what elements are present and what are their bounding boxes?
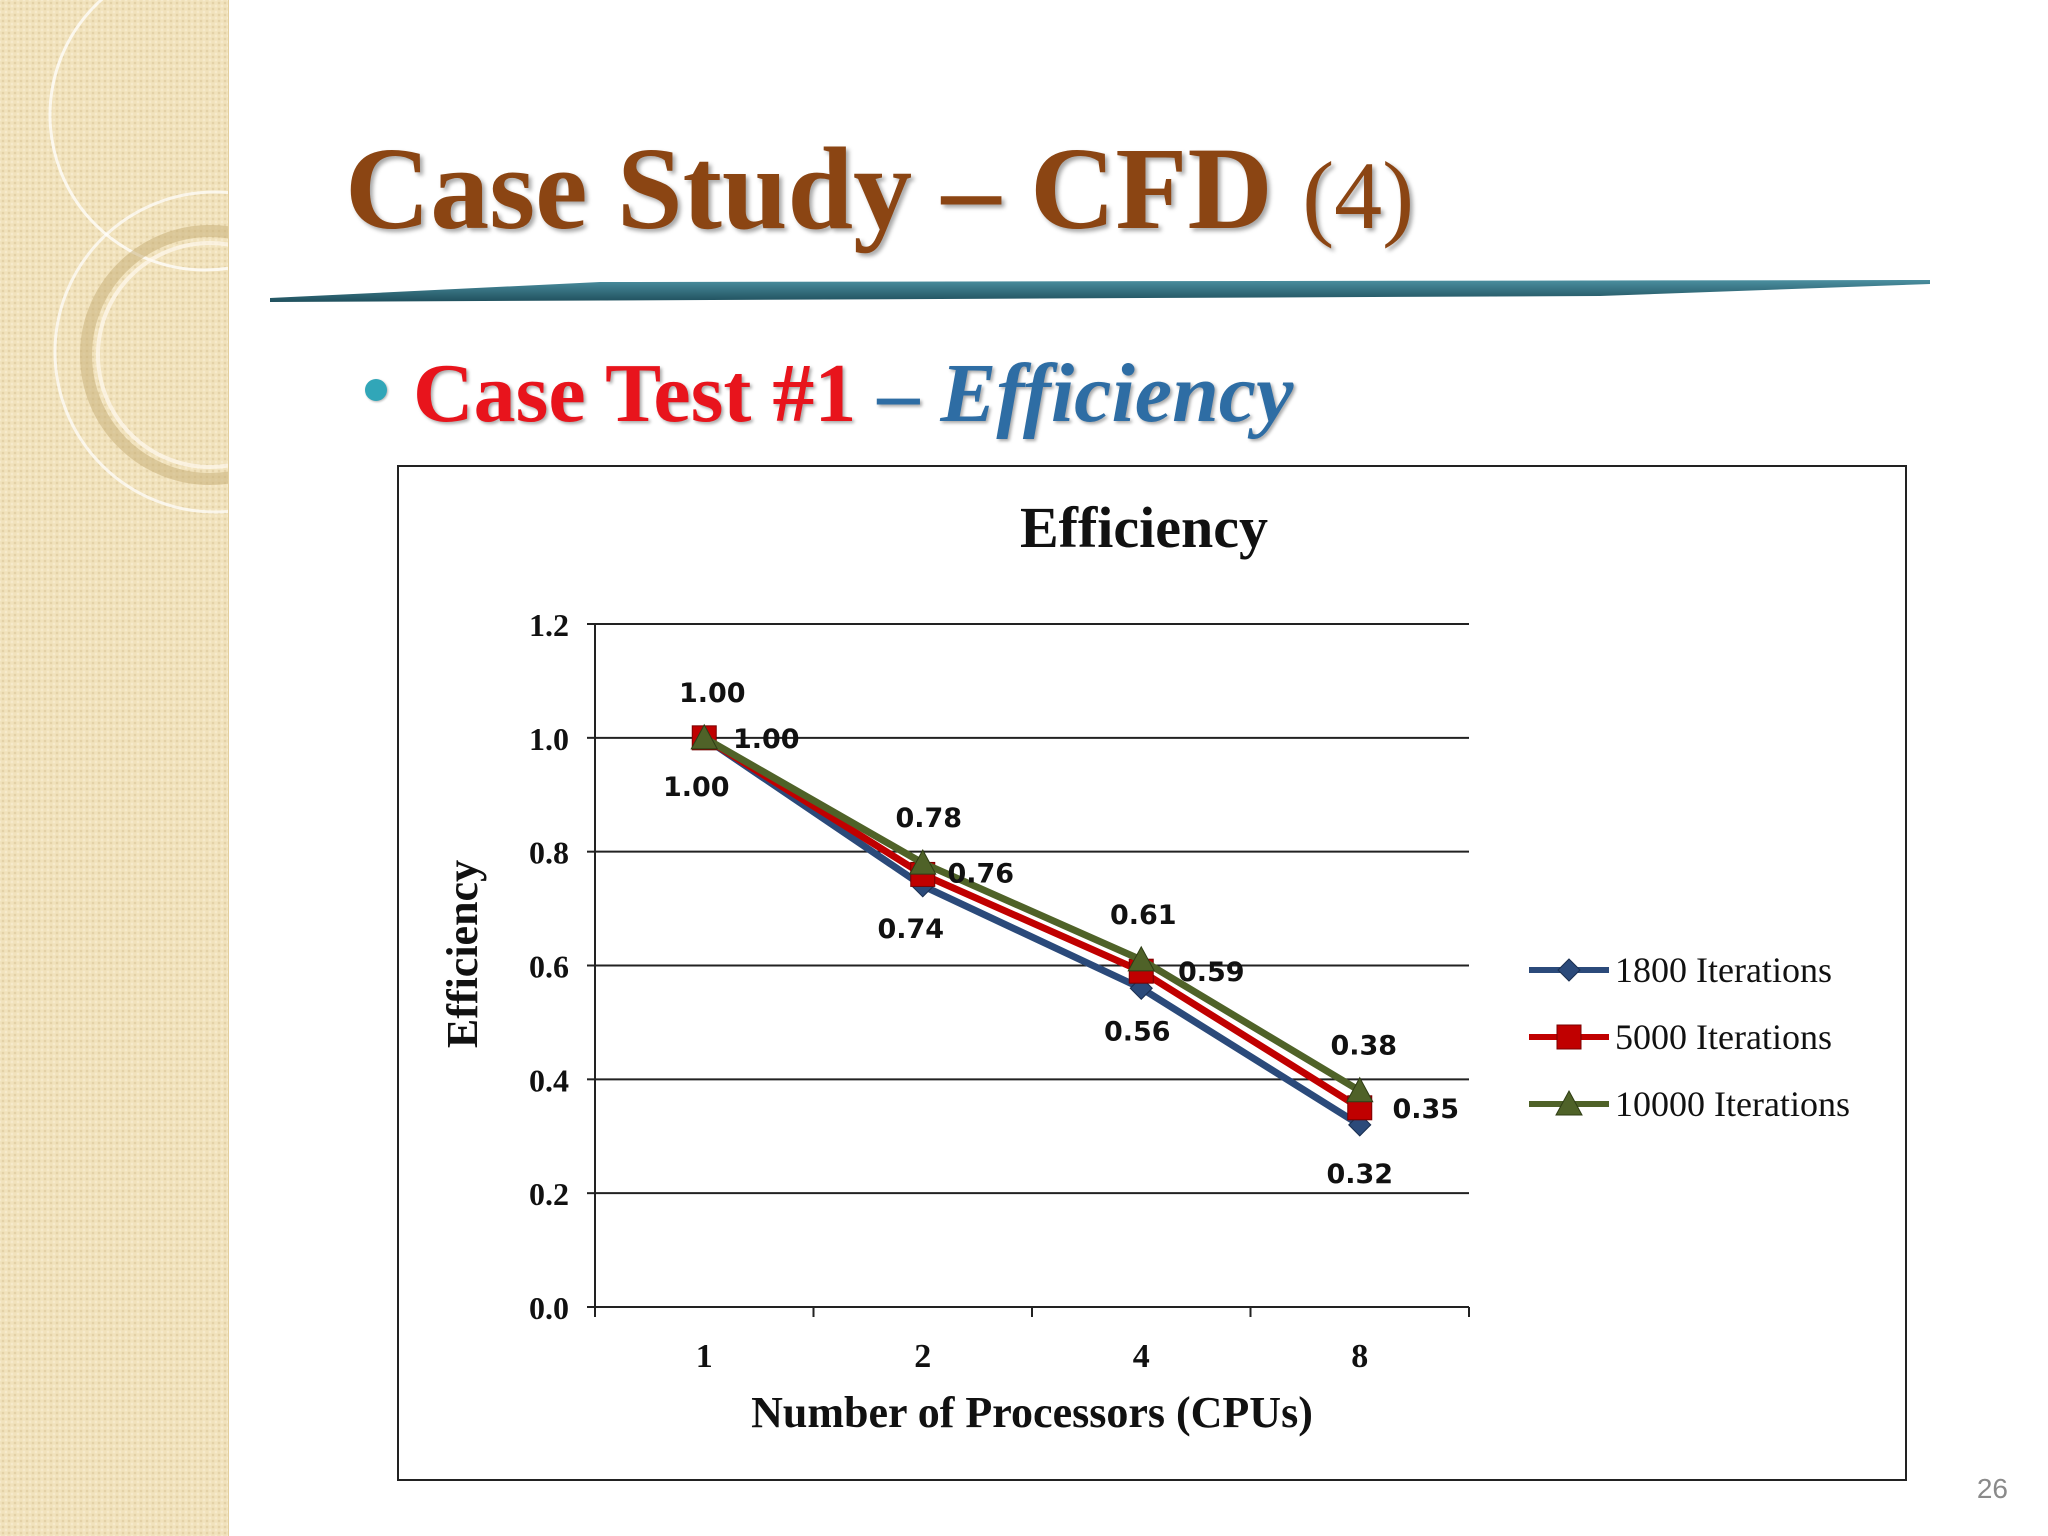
data-label: 0.56	[1104, 1016, 1171, 1047]
decorative-side-panel	[0, 0, 229, 1536]
series-line	[702, 734, 1362, 1094]
series-lines	[690, 723, 1374, 1137]
data-label: 0.61	[1110, 900, 1177, 931]
legend: 1800 Iterations 5000 Iterations 10000 Iter…	[1529, 950, 1850, 1124]
data-labels: 1.00 0.74 0.56 0.32 1.00 0.76 0.59 0.35 1.00 0.78…	[663, 678, 1459, 1190]
x-tick-label: 8	[1351, 1338, 1368, 1375]
chart-title: Efficiency	[1020, 495, 1268, 560]
y-tick-label: 1.0	[529, 721, 569, 757]
bullet-dot-icon	[365, 378, 387, 401]
series-line	[702, 734, 1362, 1128]
chart-svg: Efficiency 0.0 0.2 0.4 0.6 0.8 1.0 1.2 1 2 4 8 Num…	[438, 495, 1850, 1437]
title-underline	[270, 280, 1930, 302]
legend-label: 5000 Iterations	[1615, 1017, 1832, 1057]
page-number: 26	[1976, 1473, 2008, 1504]
x-tick-label: 2	[914, 1338, 931, 1375]
bullet-efficiency: Efficiency	[940, 347, 1294, 440]
y-tick-label: 1.2	[529, 607, 569, 643]
legend-label: 10000 Iterations	[1615, 1084, 1850, 1124]
y-tick-label: 0.4	[529, 1062, 569, 1098]
title-number: (4)	[1302, 142, 1415, 249]
data-label: 0.76	[947, 858, 1014, 889]
y-axis-label: Efficiency	[438, 860, 487, 1048]
series-line	[702, 734, 1362, 1111]
bullet-dash: –	[856, 347, 941, 440]
data-label: 0.78	[895, 803, 962, 834]
data-label: 1.00	[733, 724, 800, 755]
data-point	[1345, 1076, 1374, 1103]
data-label: 0.32	[1326, 1159, 1393, 1190]
legend-label: 1800 Iterations	[1615, 950, 1832, 990]
data-label: 0.59	[1178, 957, 1245, 988]
axes: 0.0 0.2 0.4 0.6 0.8 1.0 1.2 1 2 4 8	[529, 607, 1470, 1375]
bullet-case-test: Case Test #1	[413, 347, 857, 440]
legend-marker	[1555, 1089, 1583, 1116]
data-label: 1.00	[679, 678, 746, 709]
data-point	[690, 723, 719, 750]
data-label: 0.74	[877, 914, 944, 945]
bullet-item: Case Test #1 – Efficiency	[365, 352, 1293, 436]
efficiency-chart: Efficiency 0.0 0.2 0.4 0.6 0.8 1.0 1.2 1 2 4 8 Num…	[397, 465, 1907, 1481]
legend-marker	[1556, 1024, 1582, 1050]
data-point	[1127, 945, 1156, 972]
y-tick-label: 0.0	[529, 1290, 569, 1326]
data-label: 0.35	[1392, 1094, 1459, 1125]
x-tick-label: 4	[1133, 1338, 1150, 1375]
data-label: 0.38	[1330, 1031, 1397, 1062]
x-tick-label: 1	[696, 1338, 713, 1375]
data-label: 1.00	[663, 772, 730, 803]
y-tick-label: 0.6	[529, 949, 569, 985]
x-axis-label: Number of Processors (CPUs)	[751, 1388, 1313, 1437]
grid-lines	[595, 623, 1469, 1195]
title-main: Case Study – CFD	[345, 123, 1273, 254]
decorative-rings	[48, 0, 228, 514]
slide-title: Case Study – CFD (4)	[345, 130, 1414, 248]
y-tick-label: 0.8	[529, 835, 569, 871]
y-tick-label: 0.2	[529, 1176, 569, 1212]
data-point	[908, 848, 937, 875]
legend-marker	[1557, 958, 1581, 982]
